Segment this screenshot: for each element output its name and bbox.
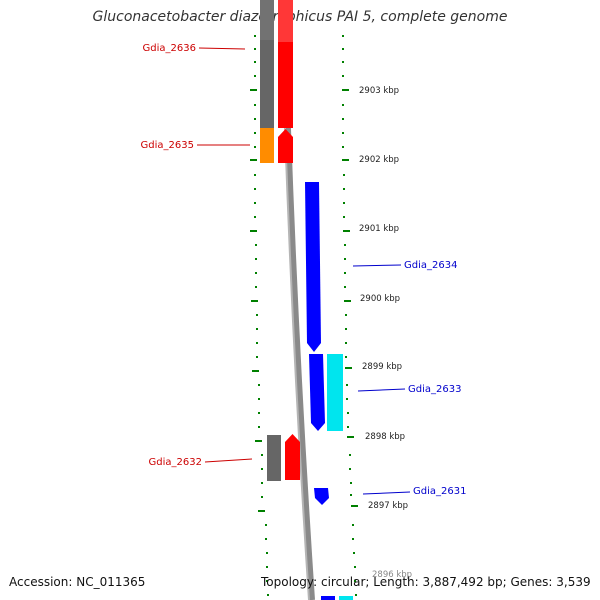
- cog-bar-gray[interactable]: [260, 0, 274, 128]
- tick-label: 2897 kbp: [368, 501, 408, 511]
- cog-bar-orange[interactable]: [260, 128, 274, 163]
- tick-label: 2901 kbp: [359, 224, 399, 234]
- cds-arrow-red[interactable]: [278, 129, 293, 163]
- tick-label: 2900 kbp: [360, 294, 400, 304]
- cog-bar-highlight: [260, 0, 274, 40]
- leader-line: [362, 491, 411, 495]
- gene-label[interactable]: Gdia_2633: [408, 384, 461, 395]
- cds-arrow-blue[interactable]: [305, 182, 321, 352]
- tick-label: 2903 kbp: [359, 86, 399, 96]
- gene-label[interactable]: Gdia_2631: [413, 486, 466, 497]
- left-ruler: [250, 35, 269, 596]
- gene-label[interactable]: Gdia_2632: [149, 457, 202, 468]
- gene-label[interactable]: Gdia_2636: [143, 43, 196, 54]
- right-ruler: [342, 35, 358, 596]
- map-title: Gluconacetobacter diazotrophicus PAI 5, …: [92, 9, 508, 25]
- tick-label: 2902 kbp: [359, 155, 399, 165]
- gene-label[interactable]: Gdia_2635: [141, 140, 194, 151]
- genome-summary-text: Topology: circular; Length: 3,887,492 bp…: [261, 575, 591, 589]
- leader-line: [352, 264, 402, 267]
- cds-arrow-red[interactable]: [285, 434, 300, 480]
- leader-line: [198, 47, 246, 50]
- gene-label[interactable]: Gdia_2634: [404, 260, 457, 271]
- tick-label: 2898 kbp: [365, 432, 405, 442]
- cds-bar-blue[interactable]: [321, 596, 335, 600]
- cds-arrow-blue[interactable]: [314, 488, 329, 505]
- cds-bar-highlight: [278, 0, 293, 42]
- tick-label: 2896 kbp: [372, 570, 412, 580]
- leader-line: [204, 458, 253, 463]
- cog-bar-cyan[interactable]: [327, 354, 343, 431]
- leader-line: [357, 388, 406, 392]
- cog-bar-cyan[interactable]: [339, 596, 353, 600]
- cds-arrow-blue[interactable]: [309, 354, 325, 431]
- cds-bar-red[interactable]: [278, 0, 293, 128]
- tick-label: 2899 kbp: [362, 362, 402, 372]
- cog-bar-gray[interactable]: [267, 435, 281, 481]
- accession-text: Accession: NC_011365: [9, 575, 146, 589]
